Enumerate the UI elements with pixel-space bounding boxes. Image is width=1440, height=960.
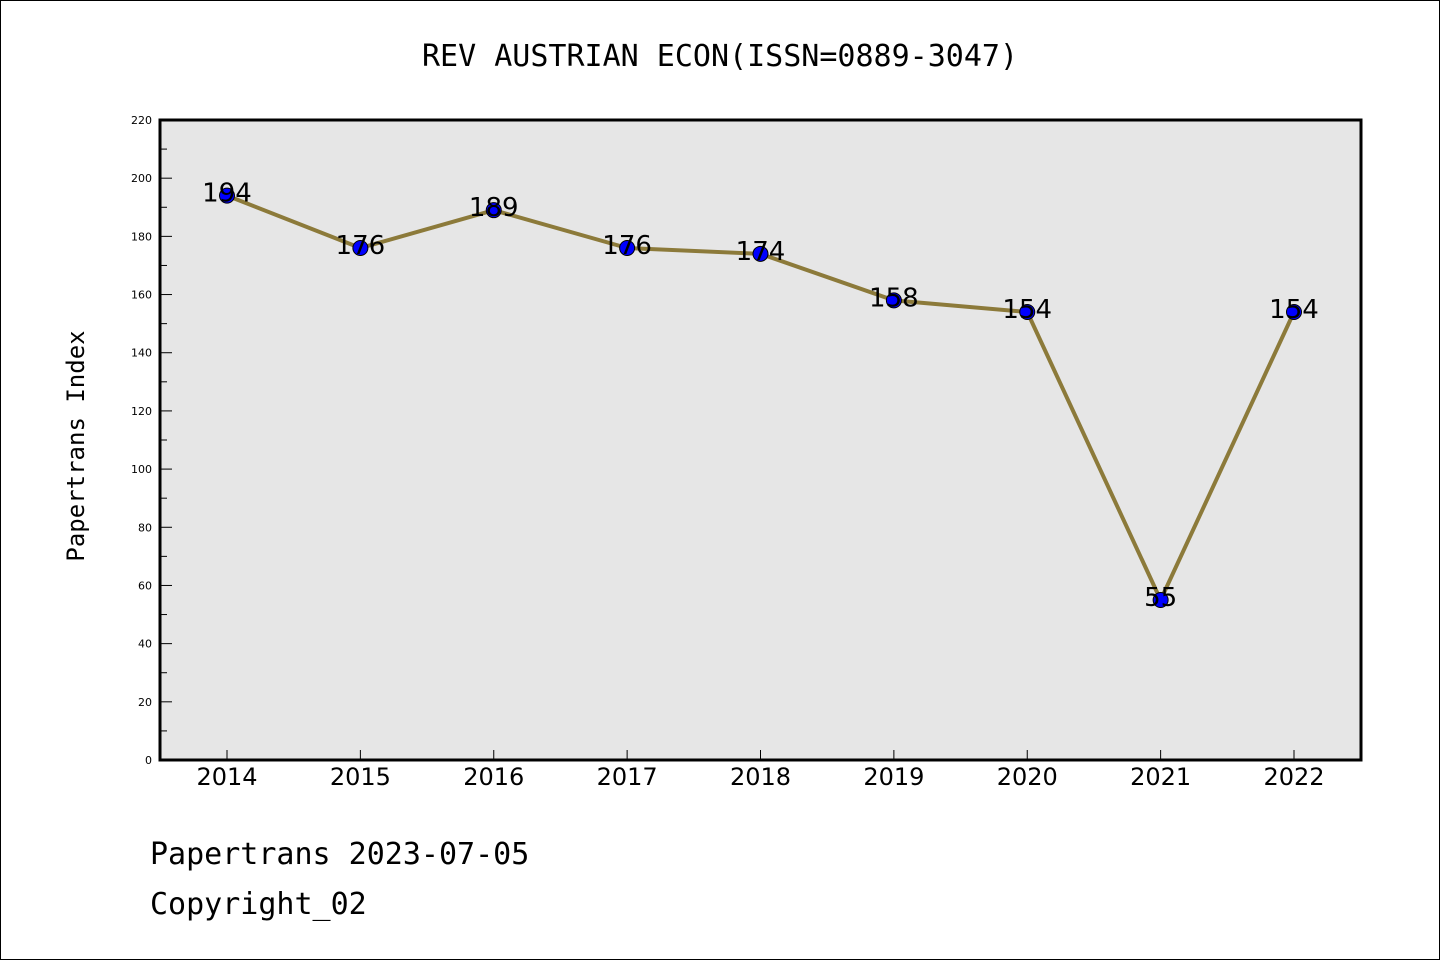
data-point-marker: [752, 245, 769, 262]
x-tick-label: 2020: [997, 763, 1058, 791]
data-point-marker: [1286, 304, 1302, 320]
data-point-marker: [1019, 304, 1036, 320]
y-tick-label: 200: [131, 172, 152, 185]
y-tick-label: 60: [138, 579, 152, 592]
y-tick-label: 0: [145, 754, 152, 767]
data-point-marker: [352, 240, 369, 256]
y-tick-label: 20: [138, 696, 152, 709]
x-tick-label: 2014: [196, 763, 257, 791]
y-tick-label: 80: [138, 521, 152, 534]
x-tick-label: 2016: [463, 763, 524, 791]
x-tick-label: 2019: [863, 763, 924, 791]
data-labels: 194 176 189 176 174 158 154 55 154: [202, 179, 1319, 613]
data-point-marker: [219, 187, 235, 204]
data-point-marker: [485, 202, 502, 219]
x-tick-label: 2018: [730, 763, 791, 791]
y-tick-label: 180: [131, 230, 152, 243]
y-axis-label: Papertrans Index: [62, 330, 90, 561]
y-tick-label: 140: [131, 347, 152, 360]
data-label: 154: [1269, 295, 1319, 325]
y-tick-label: 220: [131, 114, 152, 127]
data-markers: [219, 187, 1302, 608]
y-tick-label: 120: [131, 405, 152, 418]
data-label: 154: [1002, 295, 1052, 325]
chart-title: REV AUSTRIAN ECON(ISSN=0889-3047): [422, 39, 1018, 74]
data-label: 176: [602, 231, 652, 261]
footer-copyright-text: Copyright_02: [150, 887, 367, 922]
data-point-marker: [1152, 592, 1169, 608]
data-point-marker: [885, 292, 902, 309]
data-label: 158: [869, 283, 919, 313]
data-point-marker: [619, 240, 636, 256]
x-axis: 2014 2015 2016 2017 2018 2019 2020 2021 2022: [196, 750, 1325, 791]
y-tick-label: 40: [138, 638, 152, 651]
y-tick-label: 160: [131, 289, 152, 302]
data-label: 55: [1144, 583, 1177, 613]
x-tick-label: 2017: [597, 763, 658, 791]
footer-date-text: Papertrans 2023-07-05: [150, 837, 529, 872]
x-tick-label: 2021: [1130, 763, 1191, 791]
plot-area: [160, 120, 1361, 760]
x-tick-label: 2022: [1263, 763, 1324, 791]
data-label: 189: [469, 193, 519, 223]
plot-border: [158, 118, 1363, 762]
data-label: 174: [736, 237, 786, 267]
data-label: 194: [202, 179, 252, 209]
data-label: 176: [336, 231, 386, 261]
y-axis: 0 20 40 60 80 100 120 140 160 180 200 220: [131, 114, 172, 767]
y-tick-label: 100: [131, 463, 152, 476]
x-tick-label: 2015: [330, 763, 391, 791]
